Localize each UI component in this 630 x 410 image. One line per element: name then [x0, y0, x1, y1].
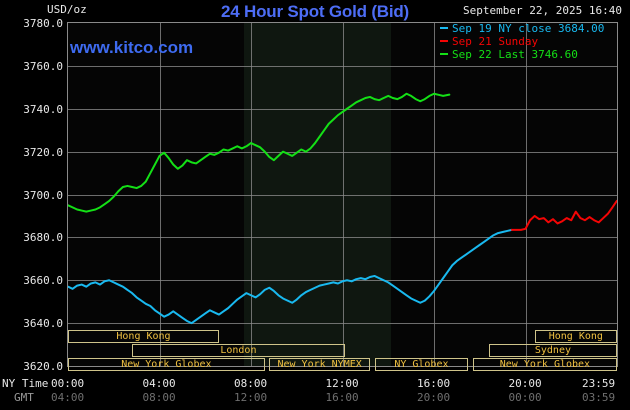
legend-item-label: Sep 22 Last 3746.60 — [452, 48, 578, 61]
y-axis-tick-label: 3660.0 — [23, 274, 63, 288]
y-axis-tick-label: 3680.0 — [23, 231, 63, 245]
x-axis-tick-label-gmt: 08:00 — [142, 391, 176, 404]
plot-area — [67, 22, 618, 367]
price-line — [68, 92, 451, 213]
y-axis-labels: 3780.0 3760.0 3740.0 3720.0 3700.0 3680.0 3660… — [0, 0, 63, 410]
v-gridline — [525, 23, 527, 366]
y-axis-tick-label: 3720.0 — [23, 145, 63, 159]
session-bar: London — [132, 344, 345, 357]
legend-item-label: Sep 21 Sunday — [452, 35, 539, 48]
page-title: 24 Hour Spot Gold (Bid) — [220, 2, 410, 21]
timestamp-label: September 22, 2025 16:40 — [463, 4, 622, 17]
plot-inner — [68, 23, 617, 366]
kitco-watermark: www.kitco.com — [70, 38, 194, 57]
v-gridline — [342, 23, 344, 366]
v-gridline — [434, 23, 435, 366]
x-axis-tick-label-gmt: 03:59 — [582, 391, 616, 404]
x-axis-tick-label-gmt: 04:00 — [51, 391, 85, 404]
y-axis-tick-label: 3740.0 — [23, 102, 63, 116]
session-bar: Hong Kong — [534, 330, 617, 343]
legend-item: Sep 22 Last 3746.60 — [440, 48, 622, 61]
legend-item-label: Sep 19 NY close 3684.00 — [452, 22, 605, 35]
session-bar: New York Globex — [472, 358, 617, 371]
price-series-svg — [68, 92, 617, 325]
session-bar: NY Globex — [374, 358, 469, 371]
y-axis-unit-label: USD/oz — [47, 3, 87, 16]
x-axis-tick-label-gmt: 00:00 — [508, 391, 542, 404]
y-axis-tick-label: 3700.0 — [23, 188, 63, 202]
legend-swatch-icon — [440, 27, 448, 29]
legend-swatch-icon — [440, 40, 448, 42]
y-axis-tick-label: 3620.0 — [23, 360, 63, 373]
chart-legend: Sep 19 NY close 3684.00 Sep 21 Sunday Sep … — [440, 22, 622, 61]
v-gridline — [251, 23, 252, 366]
x-axis-tick-label-ny: 12:00 — [325, 377, 359, 390]
price-line — [68, 228, 513, 325]
x-axis-tick-label-ny: 16:00 — [417, 377, 451, 390]
x-axis-tick-label-ny: 20:00 — [508, 377, 542, 390]
x-axis-tick-label-ny: 00:00 — [51, 377, 85, 390]
x-axis-tick-label-ny: 23:59 — [582, 377, 616, 390]
session-bar: New York Globex — [68, 358, 265, 371]
session-bar: New York NYMEX — [269, 358, 370, 371]
v-gridline — [159, 23, 161, 366]
session-bar: Hong Kong — [68, 330, 219, 343]
legend-item: Sep 21 Sunday — [440, 35, 622, 48]
y-axis-tick-label: 3760.0 — [23, 59, 63, 73]
x-axis-tick-label-gmt: 12:00 — [234, 391, 268, 404]
legend-item: Sep 19 NY close 3684.00 — [440, 22, 622, 35]
session-bar: Sydney — [488, 344, 617, 357]
x-axis-tick-label-ny: 04:00 — [142, 377, 176, 390]
x-axis-tick-label-gmt: 16:00 — [325, 391, 359, 404]
x-axis-gmt-label: GMT — [14, 391, 34, 404]
x-axis-ny-label: NY Time — [2, 377, 49, 390]
legend-swatch-icon — [440, 53, 448, 55]
x-axis-tick-label-ny: 08:00 — [234, 377, 268, 390]
x-axis-tick-label-gmt: 20:00 — [417, 391, 451, 404]
price-line — [510, 199, 617, 231]
y-axis-tick-label: 3780.0 — [23, 17, 63, 30]
y-axis-tick-label: 3640.0 — [23, 317, 63, 331]
